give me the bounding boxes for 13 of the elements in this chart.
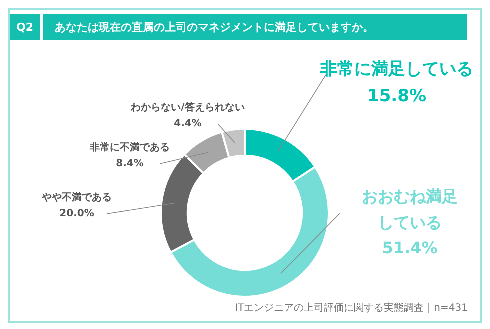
slice-label: おおむね満足している xyxy=(362,187,458,232)
data-label: 15.8% xyxy=(368,86,426,107)
text: Q2 xyxy=(10,14,40,40)
data-label: 20.0% xyxy=(60,208,94,220)
data-label: 8.4% xyxy=(116,158,144,170)
data-label: 51.4% xyxy=(382,238,438,258)
chart-title: あなたは現在の直属の上司のマネジメントに満足していますか。 xyxy=(43,14,467,40)
text: ITエンジニアの上司評価に関する実態調査｜n=431 xyxy=(235,302,468,315)
slice-label: やや不満である xyxy=(41,192,112,204)
data-label: 4.4% xyxy=(174,118,202,130)
slice-label: わからない/答えられない xyxy=(130,102,245,114)
slice-label: 非常に不満である xyxy=(89,142,170,154)
slice-label: 非常に満足している xyxy=(320,59,474,80)
